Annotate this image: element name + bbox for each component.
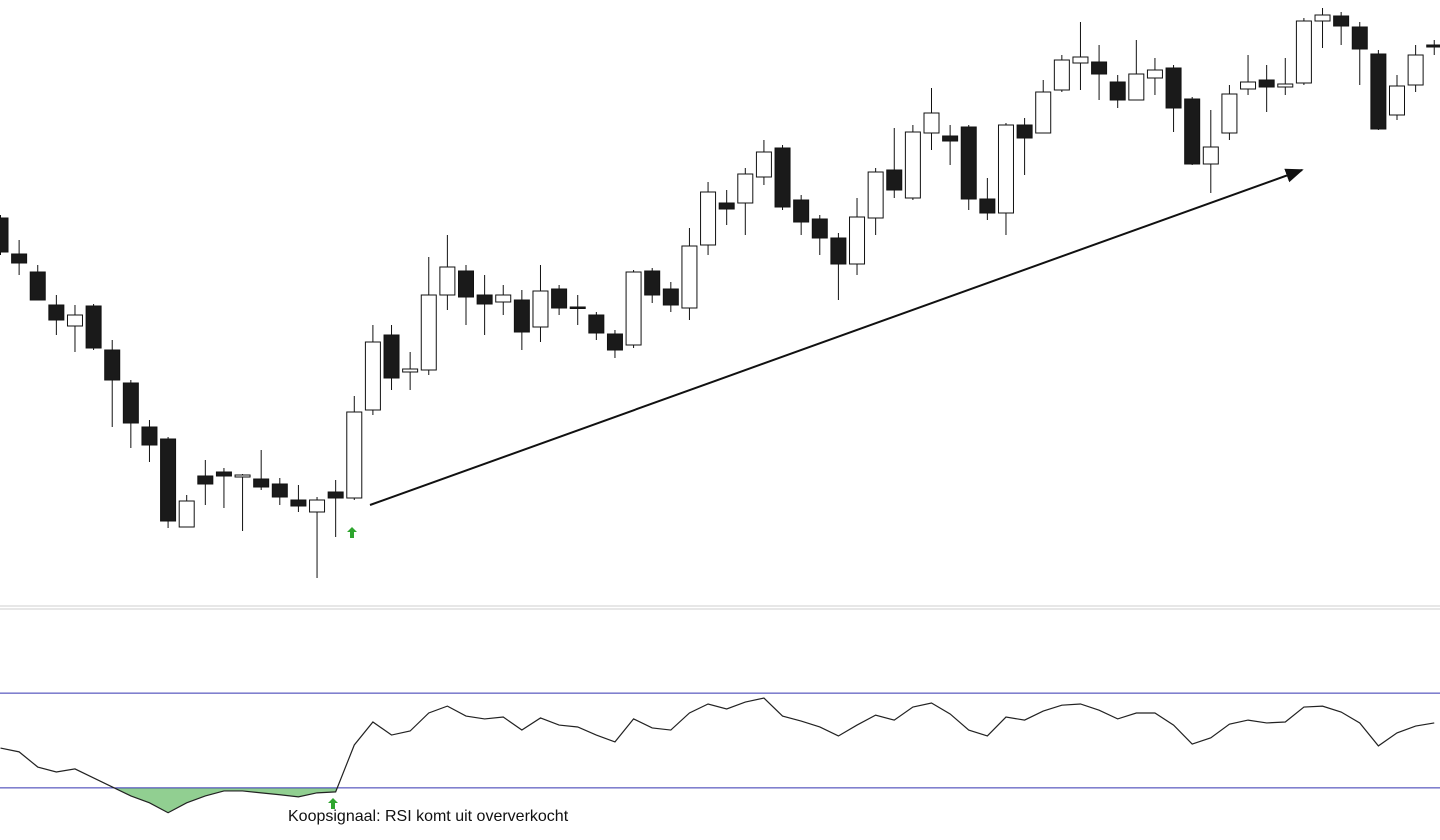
candle-body [141,426,158,446]
candle-body [1258,79,1275,88]
candle-body [737,173,754,204]
oversold-fill [114,787,338,813]
candle-body [290,499,307,507]
candle-body [1333,15,1350,27]
candle-body [886,169,903,191]
candle-body [774,147,791,208]
candle-body [942,135,959,142]
candle-body [1221,93,1238,134]
candle-body [215,471,232,477]
candle-body [811,218,828,239]
candle-body [1016,124,1033,139]
candle-body [997,124,1014,214]
candle-body [1165,67,1182,109]
candle-body [1351,26,1368,50]
candle-body [830,237,847,265]
candle-body [1407,54,1424,86]
candle-body [532,290,549,328]
candle-body [904,131,921,199]
candle-body [364,341,381,411]
candle-body [66,314,83,327]
candle-body [85,305,102,349]
candle-body [867,171,884,219]
candle-body [551,288,568,309]
candle-body [420,294,437,371]
candle-body [606,333,623,351]
candle-body [160,438,177,522]
candle-body [1035,91,1052,134]
candle-body [439,266,456,296]
candle-body [234,474,251,478]
buy-signal-icon [347,527,357,538]
trend-arrow [369,168,1304,506]
candle-body [1240,81,1257,90]
candle-body [178,500,195,528]
candle-body [662,288,679,306]
candle-body [793,199,810,223]
candle-body [1072,56,1089,64]
candle-body [718,202,735,210]
candle-body [253,478,270,488]
candle-body [625,271,642,346]
candle-body [0,217,9,253]
buy-signal-icon [328,798,338,809]
candle-body [700,191,717,246]
candle-body [960,126,977,200]
candle-body [48,304,65,321]
candle-body [1277,83,1294,88]
candle-body [122,382,139,424]
candle-body [495,294,512,303]
candle-body [458,270,474,298]
candle-body [1370,53,1387,130]
candle-body [979,198,996,214]
candle-body [11,253,28,264]
candle-body [1053,59,1070,91]
candle-body [327,491,344,499]
candle-body [476,294,493,305]
candle-body [383,334,400,379]
candle-body [1109,81,1126,101]
candle-body [1389,85,1405,116]
candle-body [29,271,46,301]
candle-body [1146,69,1163,79]
candle-body [104,349,121,381]
candle-body [513,299,530,333]
candle-body [569,306,586,309]
candle-body [923,112,940,134]
candle-body [271,483,288,498]
candle-body [309,499,326,513]
candle-body [1128,73,1145,101]
candle-body [849,216,866,265]
candle-body [588,314,605,334]
candle-body [681,245,698,309]
annotation: Koopsignaal: RSI komt uit oververkocht [288,808,569,825]
candle-body [1295,20,1312,84]
candle-body [346,411,363,499]
candle-body [1184,98,1201,165]
candle-body [1314,14,1331,22]
rsi-line [0,697,1435,814]
candle-body [1426,44,1440,48]
candle-body [755,151,772,178]
candle-body [644,270,661,296]
candle-body [402,368,419,373]
candle-body [197,475,214,485]
candle-body [1202,146,1219,165]
candle-body [1091,61,1108,75]
